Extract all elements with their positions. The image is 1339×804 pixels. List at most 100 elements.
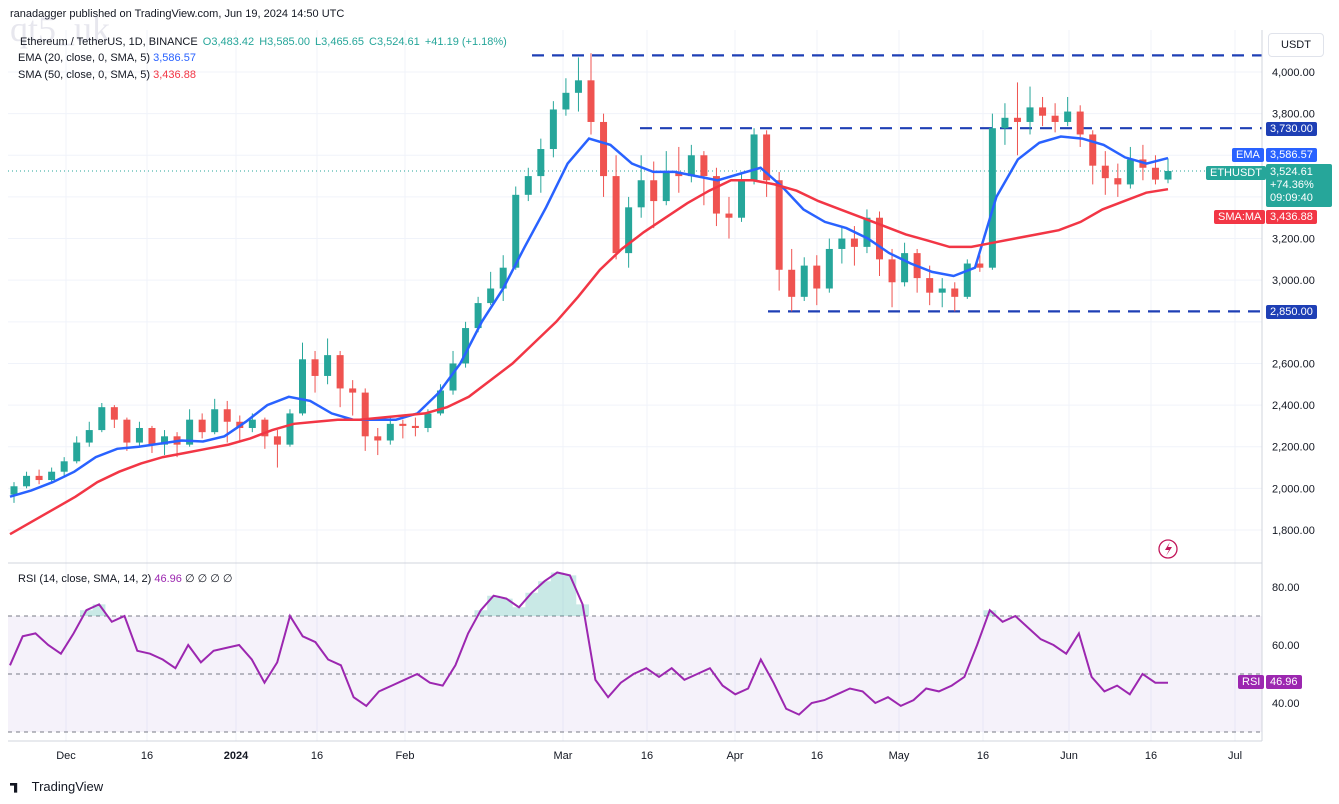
price-tag: 3,524.61 +74.36% 09:09:40 [1266,164,1332,207]
ema-tag-label: EMA [1232,148,1264,162]
time-tick-label: 16 [641,750,653,762]
candle-body [499,267,507,289]
candle-body [286,413,294,445]
support-resistance-lines [8,54,1262,313]
sma-legend-label: SMA (50, close, 0, SMA, 5) [18,69,151,81]
high-value: H3,585.00 [259,36,310,48]
candle-body [386,423,394,441]
candle-body [10,486,18,495]
candlestick-series [10,53,1172,503]
time-tick-label: Feb [396,750,415,762]
time-tick-label: 16 [311,750,323,762]
candle-body [1151,167,1159,180]
candle-body [161,436,169,445]
candle-body [1039,107,1047,116]
ema-legend[interactable]: EMA (20, close, 0, SMA, 5) 3,586.57 [18,52,196,64]
candle-body [612,176,620,254]
publisher-line: ranadagger published on TradingView.com,… [10,8,345,20]
candle-body [1089,134,1097,166]
sma-legend[interactable]: SMA (50, close, 0, SMA, 5) 3,436.88 [18,69,196,81]
rsi-axis[interactable]: 40.00 60.00 80.00 [1272,582,1300,710]
time-tick-label: 2024 [224,750,249,762]
time-axis[interactable]: Dec 16 2024 16 Feb Mar 16 Apr 16 May 16 Jun 16 Jul [56,750,1242,762]
candle-body [1064,111,1072,122]
candle-body [600,121,608,177]
candle-body [98,407,106,431]
candle-body [512,194,520,268]
price-tick-label: 1,800.00 [1272,525,1315,537]
candle-body [311,359,319,376]
alert-lightning-icon[interactable] [1158,539,1178,559]
rsi-legend-label: RSI (14, close, SMA, 14, 2) [18,573,152,585]
level-high-tag: 3,730.00 [1266,122,1317,136]
price-axis[interactable]: 1,800.00 2,000.00 2,200.00 2,400.00 2,600.00… [1272,67,1315,537]
candle-body [1101,165,1109,179]
time-tick-label: 16 [977,750,989,762]
candle-body [800,265,808,297]
candle-body [738,180,746,218]
candle-body [73,442,81,462]
candle-body [750,134,758,181]
sma-line [9,179,1169,536]
ema-legend-label: EMA (20, close, 0, SMA, 5) [18,52,151,64]
price-tick-label: 4,000.00 [1272,67,1315,79]
currency-button[interactable]: USDT [1268,33,1324,57]
time-tick-label: Dec [56,750,76,762]
candle-body [261,419,269,437]
candle-body [1114,178,1122,185]
candle-body [1126,159,1134,185]
tradingview-logo[interactable]: TradingView [10,779,103,794]
candle-body [700,155,708,177]
candle-body [650,180,658,202]
candle-body [687,155,695,177]
candle-body [549,109,557,150]
candle-body [963,263,971,297]
rsi-legend[interactable]: RSI (14, close, SMA, 14, 2) 46.96 ∅ ∅ ∅ … [18,572,232,585]
time-tick-label: Mar [554,750,573,762]
ema-tag-value: 3,586.57 [1266,148,1317,162]
sma-tag-label: SMA:MA [1214,210,1266,224]
symbol-tag: ETHUSDT [1206,166,1266,180]
sma-tag-value: 3,436.88 [1266,210,1317,224]
candle-body [876,217,883,260]
candle-body [436,390,444,414]
rsi-line [9,571,1169,716]
candle-body [1013,117,1021,122]
candle-body [462,328,470,364]
time-tick-label: 16 [141,750,153,762]
open-value: O3,483.42 [202,36,255,48]
candle-body [587,80,595,122]
time-tick-label: 16 [1145,750,1157,762]
candle-body [399,423,407,426]
rsi-tag-label: RSI [1238,675,1265,689]
candle-body [988,128,996,268]
candle-body [336,355,344,389]
price-tick-label: 2,200.00 [1272,442,1315,454]
ema-line [9,135,1169,498]
candle-body [901,253,909,283]
candle-body [524,176,532,195]
time-tick-label: Jul [1228,750,1242,762]
low-value: L3,465.65 [315,36,364,48]
candle-body [361,392,369,437]
candle-body [1164,170,1172,180]
time-tick-label: 16 [811,750,823,762]
rsi-tick-label: 40.00 [1272,698,1300,710]
candle-body [135,427,143,443]
timer-value: 09:09:40 [1270,192,1313,204]
candle-body [1001,117,1009,129]
close-value: C3,524.61 [369,36,420,48]
price-value: 3,524.61 [1270,166,1313,178]
candle-body [926,278,934,293]
candle-body [487,288,495,304]
candle-body [1076,111,1084,135]
candle-body [775,180,783,270]
candle-body [1026,107,1034,122]
symbol-title[interactable]: Ethereum / TetherUS, 1D, BINANCE [20,36,198,48]
candle-body [223,409,231,422]
candle-body [248,419,256,428]
candle-body [813,265,821,289]
watermark: qt5_uk [10,9,111,49]
rsi-overbought-fill [79,572,997,616]
